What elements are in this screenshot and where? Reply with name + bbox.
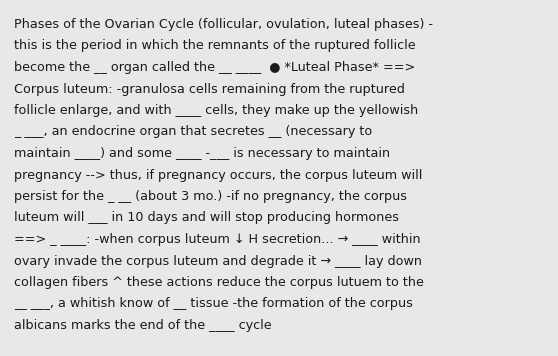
Text: __ ___, a whitish know of __ tissue -the formation of the corpus: __ ___, a whitish know of __ tissue -the… — [14, 298, 413, 310]
Text: albicans marks the end of the ____ cycle: albicans marks the end of the ____ cycle — [14, 319, 272, 332]
Text: this is the period in which the remnants of the ruptured follicle: this is the period in which the remnants… — [14, 40, 416, 52]
Text: pregnancy --> thus, if pregnancy occurs, the corpus luteum will: pregnancy --> thus, if pregnancy occurs,… — [14, 168, 422, 182]
Text: persist for the _ __ (about 3 mo.) -if no pregnancy, the corpus: persist for the _ __ (about 3 mo.) -if n… — [14, 190, 407, 203]
Text: ==> _ ____: -when corpus luteum ↓ H secretion... → ____ within: ==> _ ____: -when corpus luteum ↓ H secr… — [14, 233, 421, 246]
Text: collagen fibers ^ these actions reduce the corpus lutuem to the: collagen fibers ^ these actions reduce t… — [14, 276, 424, 289]
Text: ovary invade the corpus luteum and degrade it → ____ lay down: ovary invade the corpus luteum and degra… — [14, 255, 422, 267]
Text: maintain ____) and some ____ -___ is necessary to maintain: maintain ____) and some ____ -___ is nec… — [14, 147, 390, 160]
Text: follicle enlarge, and with ____ cells, they make up the yellowish: follicle enlarge, and with ____ cells, t… — [14, 104, 418, 117]
Text: Corpus luteum: -granulosa cells remaining from the ruptured: Corpus luteum: -granulosa cells remainin… — [14, 83, 405, 95]
Text: luteum will ___ in 10 days and will stop producing hormones: luteum will ___ in 10 days and will stop… — [14, 211, 399, 225]
Text: Phases of the Ovarian Cycle (follicular, ovulation, luteal phases) -: Phases of the Ovarian Cycle (follicular,… — [14, 18, 433, 31]
Text: become the __ organ called the __ ____  ● *Luteal Phase* ==>: become the __ organ called the __ ____ ●… — [14, 61, 415, 74]
Text: _ ___, an endocrine organ that secretes __ (necessary to: _ ___, an endocrine organ that secretes … — [14, 126, 372, 138]
